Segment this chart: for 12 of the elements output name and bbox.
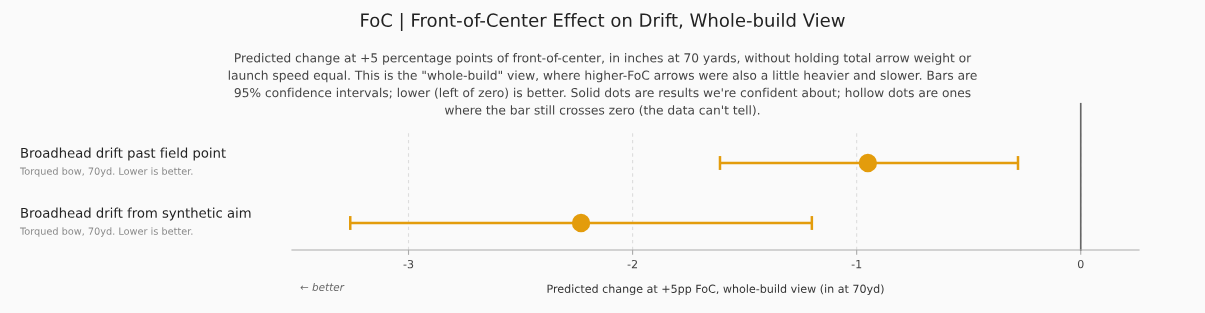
- text: Torqued bow, 70yd. Lower is better.: [19, 227, 193, 237]
- x-tick-label: -2: [627, 259, 638, 269]
- y-tick-label: Broadhead drift past field point: [21, 147, 226, 161]
- text: Torqued bow, 70yd. Lower is better.: [19, 167, 193, 177]
- y-tick-label: Broadhead drift from synthetic aim: [21, 207, 251, 221]
- x-axis-title: Predicted change at +5pp FoC, whole-build view (in at 70yd): [547, 284, 884, 296]
- chart-title: FoC | Front-of-Center Effect on Drift, Whole-build View: [361, 12, 845, 32]
- chart-subtitle: Predicted change at +5 percentage points of front-of-center, in inches at 70 yards, without holding total arrow weight or launch speed equal. This is the "whole-build" view, where higher-FoC arrows were also a little heavier and slower. Bars are 95% confidence intervals; lower (left of zero) is better. Solid dots are results we're confident about; hollow dots are ones where the bar still crosses zero (the data can't tell).: [228, 52, 977, 117]
- text: ← better: [300, 282, 345, 292]
- x-tick-label: 0: [1077, 259, 1084, 269]
- x-tick-label: -3: [403, 259, 414, 269]
- x-tick-label: -1: [851, 260, 862, 269]
